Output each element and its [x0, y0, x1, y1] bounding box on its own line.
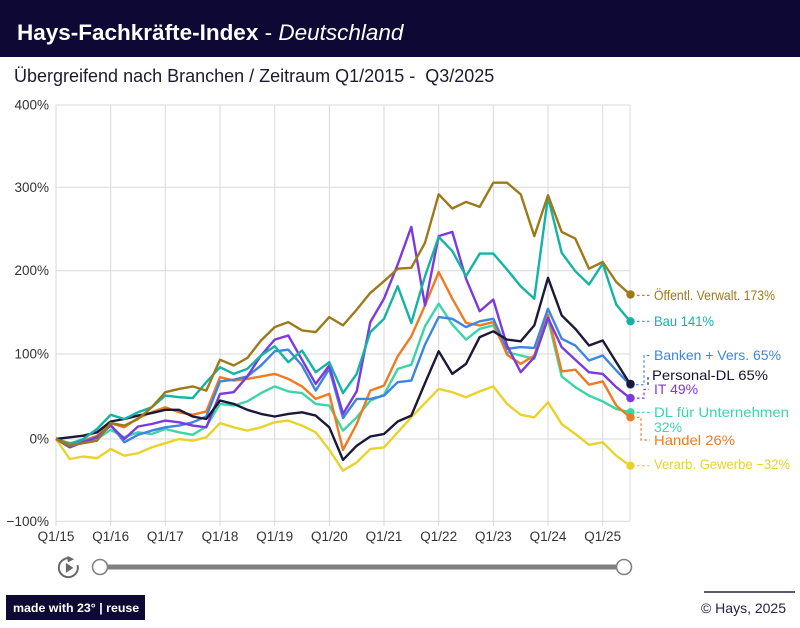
svg-text:200%: 200% — [14, 263, 49, 278]
svg-text:Q1/23: Q1/23 — [475, 529, 512, 544]
svg-text:Q1/16: Q1/16 — [92, 529, 129, 544]
svg-text:100%: 100% — [14, 347, 49, 362]
svg-text:Q1/22: Q1/22 — [420, 529, 457, 544]
svg-text:Q1/20: Q1/20 — [311, 529, 348, 544]
svg-text:Q1/25: Q1/25 — [584, 529, 621, 544]
svg-text:Öffentl. Verwalt. 173%: Öffentl. Verwalt. 173% — [654, 286, 775, 303]
svg-text:made with 23° | reuse: made with 23° | reuse — [13, 601, 139, 615]
svg-text:DL für Unternehmen: DL für Unternehmen — [654, 404, 789, 420]
svg-text:Q1/21: Q1/21 — [366, 529, 403, 544]
svg-text:© Hays, 2025: © Hays, 2025 — [701, 600, 786, 616]
svg-text:Q1/19: Q1/19 — [256, 529, 293, 544]
svg-text:0%: 0% — [29, 432, 49, 447]
svg-text:300%: 300% — [14, 180, 49, 195]
svg-text:Banken + Vers. 65%: Banken + Vers. 65% — [654, 347, 781, 363]
svg-text:32%: 32% — [654, 419, 682, 435]
svg-text:IT 49%: IT 49% — [654, 381, 698, 397]
svg-text:Hays-Fachkräfte-Index - Deutsc: Hays-Fachkräfte-Index - Deutschland — [17, 20, 405, 45]
svg-text:Bau 141%: Bau 141% — [654, 313, 714, 329]
svg-text:Q1/15: Q1/15 — [38, 529, 75, 544]
svg-text:400%: 400% — [14, 98, 49, 113]
svg-text:Verarb. Gewerbe −32%: Verarb. Gewerbe −32% — [654, 456, 790, 472]
svg-text:Q1/18: Q1/18 — [202, 529, 239, 544]
svg-text:−100%: −100% — [7, 514, 49, 529]
svg-text:Handel 26%: Handel 26% — [654, 432, 735, 448]
svg-text:Q1/24: Q1/24 — [530, 529, 567, 544]
svg-text:Personal-DL 65%: Personal-DL 65% — [652, 367, 768, 383]
svg-text:Übergreifend nach Branchen / Z: Übergreifend nach Branchen / Zeitraum Q1… — [14, 66, 494, 86]
svg-text:Q1/17: Q1/17 — [147, 529, 184, 544]
